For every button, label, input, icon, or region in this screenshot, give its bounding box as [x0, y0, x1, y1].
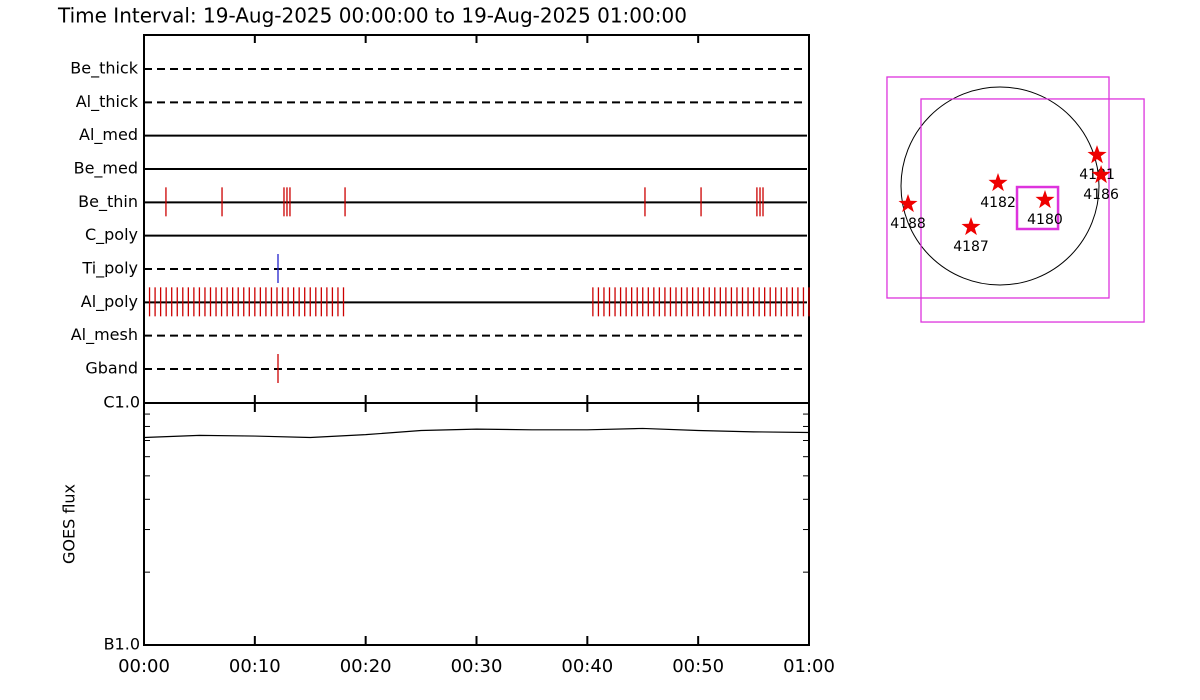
y-tick-label: B1.0: [104, 635, 140, 654]
channel-label: C_poly: [85, 225, 138, 245]
flux-line: [143, 427, 810, 439]
solar-disk: [900, 86, 1100, 286]
channel-label: Al_mesh: [71, 325, 138, 345]
frame: [143, 34, 810, 404]
channel-label: Al_poly: [81, 292, 138, 312]
channel-label: Al_med: [79, 125, 138, 145]
region-label: 4180: [1027, 212, 1063, 228]
active-region: [898, 194, 918, 213]
channel-label: Gband: [85, 359, 138, 378]
x-tick-label: 00:00: [118, 656, 170, 677]
region-label: 4187: [953, 239, 989, 255]
x-tick-label: 00:50: [672, 656, 724, 677]
y-tick-label: C1.0: [103, 393, 140, 412]
channel-label: Be_thin: [78, 192, 138, 212]
y-axis-label: GOES flux: [60, 484, 79, 564]
frame: [143, 402, 810, 646]
active-region: [1035, 190, 1055, 209]
region-label: 4188: [890, 216, 926, 232]
channel-label: Be_med: [74, 159, 138, 179]
channel-label: Be_thick: [70, 59, 138, 79]
x-tick-label: 01:00: [783, 656, 835, 677]
x-tick-label: 00:30: [451, 656, 503, 677]
active-region: [988, 173, 1008, 192]
x-tick-label: 00:20: [340, 656, 392, 677]
channel-label: Al_thick: [76, 92, 139, 112]
x-tick-label: 00:40: [561, 656, 613, 677]
fov-box: [1015, 185, 1060, 231]
active-region: [961, 217, 981, 236]
region-label: 4182: [980, 195, 1016, 211]
active-region: [1087, 145, 1107, 164]
fov-box: [886, 76, 1110, 299]
fov-box: [920, 98, 1145, 323]
region-label: 4186: [1083, 187, 1119, 203]
active-region: [1091, 165, 1111, 184]
x-tick-label: 00:10: [229, 656, 281, 677]
channel-label: Ti_poly: [81, 259, 138, 279]
title: Time Interval: 19-Aug-2025 00:00:00 to 1…: [57, 4, 687, 28]
